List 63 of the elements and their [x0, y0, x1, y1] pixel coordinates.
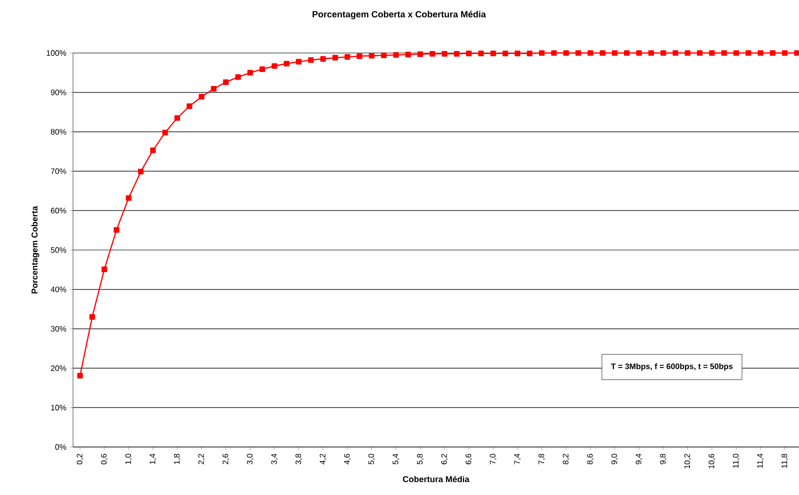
- point: [186, 103, 192, 109]
- point: [138, 168, 144, 174]
- point: [332, 54, 338, 61]
- point: [405, 52, 411, 58]
- point: [442, 50, 448, 57]
- point: [235, 74, 241, 80]
- point: [174, 115, 180, 121]
- point: [733, 50, 739, 56]
- point: [696, 50, 703, 56]
- point: [709, 50, 715, 56]
- point: [417, 51, 424, 57]
- point: [612, 50, 618, 56]
- point: [758, 50, 764, 56]
- point: [150, 148, 156, 154]
- point: [624, 50, 630, 56]
- point: [538, 50, 545, 56]
- point: [284, 60, 290, 66]
- point: [746, 50, 752, 56]
- x-axis-title: Cobertura Média: [402, 476, 470, 482]
- point: [600, 50, 606, 56]
- point: [102, 266, 108, 272]
- point: [563, 50, 569, 56]
- point: [782, 50, 788, 56]
- point: [320, 56, 326, 62]
- point: [356, 53, 362, 59]
- point: [526, 50, 532, 56]
- point: [89, 314, 95, 320]
- y-axis-title: Porcentagem Coberta: [31, 206, 40, 294]
- point: [344, 54, 350, 60]
- point: [308, 57, 314, 63]
- point: [162, 130, 168, 136]
- point: [247, 70, 253, 76]
- point: [381, 52, 387, 58]
- point: [210, 86, 217, 92]
- point: [114, 227, 120, 233]
- point: [770, 50, 776, 56]
- point: [551, 50, 557, 56]
- point: [721, 50, 727, 56]
- point: [514, 50, 520, 56]
- point: [660, 50, 666, 56]
- point: [672, 50, 678, 56]
- point: [454, 50, 460, 57]
- point: [296, 58, 302, 64]
- point: [588, 50, 594, 56]
- point: [393, 52, 399, 58]
- point: [126, 195, 132, 201]
- point: [794, 50, 799, 56]
- point: [430, 50, 436, 57]
- point: [223, 79, 229, 85]
- point: [198, 94, 204, 100]
- point: [648, 50, 654, 56]
- point: [77, 372, 83, 378]
- point: [368, 52, 374, 59]
- point: [466, 50, 472, 56]
- point: [575, 50, 582, 56]
- point: [502, 50, 508, 56]
- point: [478, 50, 484, 56]
- point: [260, 66, 266, 72]
- point: [636, 50, 642, 56]
- point: [490, 50, 496, 56]
- chart-title: Porcentagem Coberta x Cobertura Média: [312, 10, 486, 20]
- point: [272, 63, 278, 69]
- point: [684, 50, 690, 56]
